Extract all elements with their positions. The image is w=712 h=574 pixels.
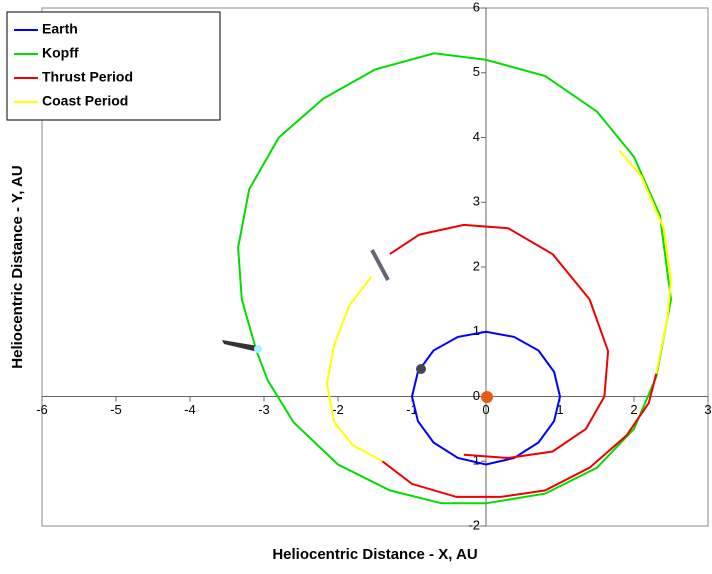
x-tick-label: -3 (258, 402, 270, 417)
y-tick-label: 2 (473, 258, 480, 273)
x-tick-label: -6 (36, 402, 48, 417)
comet (254, 345, 262, 353)
x-axis-title: Heliocentric Distance - X, AU (272, 546, 477, 563)
legend-label: Earth (42, 21, 78, 37)
x-tick-label: -2 (332, 402, 344, 417)
y-axis-title: Heliocentric Distance - Y, AU (9, 165, 26, 368)
y-tick-label: 0 (473, 388, 480, 403)
y-tick-label: 6 (473, 0, 480, 14)
legend-label: Kopff (42, 45, 79, 61)
legend: Earth Kopff Thrust Period Coast Period (7, 12, 220, 120)
x-tick-label: 3 (704, 402, 711, 417)
y-tick-label: 1 (473, 323, 480, 338)
x-tick-label: -4 (184, 402, 196, 417)
y-tick-label: 5 (473, 64, 480, 79)
earth-icon (416, 364, 426, 374)
x-tick-label: 2 (630, 402, 637, 417)
y-tick-label: 4 (473, 129, 480, 144)
sun (481, 391, 493, 403)
legend-label: Thrust Period (42, 69, 133, 85)
legend-label: Coast Period (42, 93, 128, 109)
x-tick-label: 0 (482, 402, 489, 417)
chart: Heliocentric Distance - X, AU Heliocentr… (0, 0, 712, 569)
y-tick-label: 3 (473, 194, 480, 209)
x-tick-label: -5 (110, 402, 122, 417)
y-tick-label: -2 (468, 517, 480, 532)
